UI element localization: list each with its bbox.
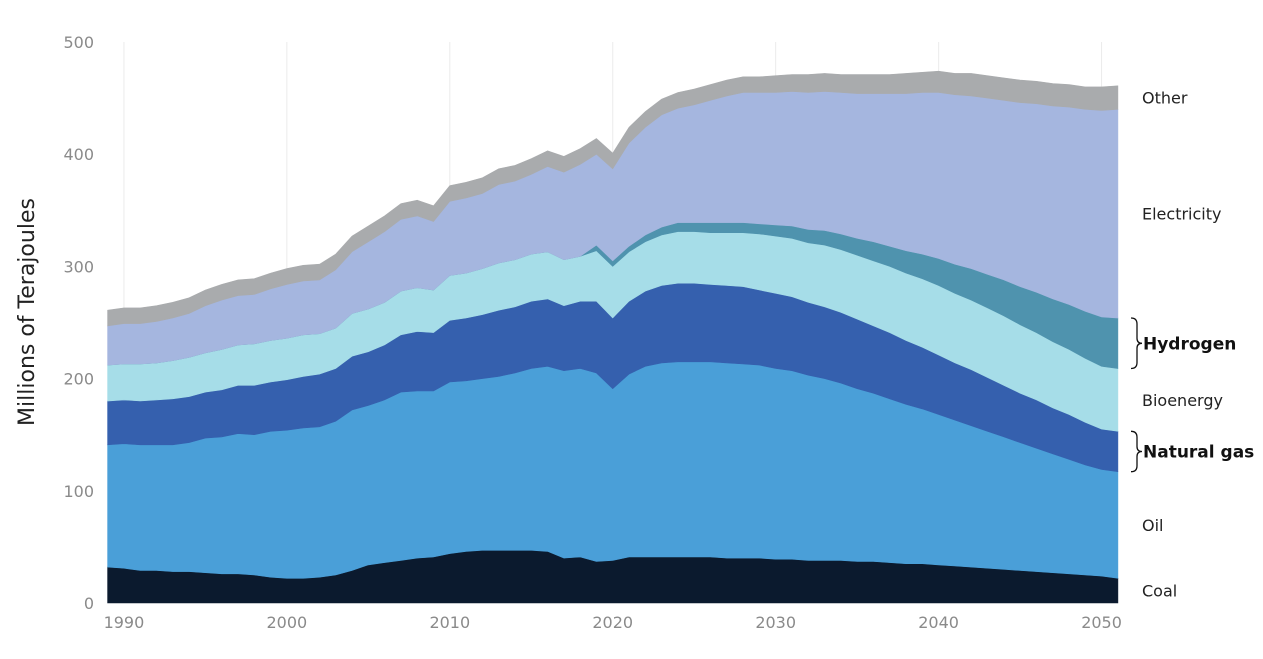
legend-oil: Oil [1142,516,1163,535]
legend-coal: Coal [1142,582,1177,601]
x-tick-2010: 2010 [429,613,470,632]
brace-natural-gas [1130,430,1143,473]
legend-electricity: Electricity [1142,205,1221,224]
legend-other: Other [1142,89,1188,108]
y-tick-200: 200 [63,370,94,389]
y-tick-400: 400 [63,145,94,164]
x-axis-ticks: 1990 2000 2010 2020 2030 2040 2050 [104,613,1122,632]
legend-natural-gas: Natural gas [1143,443,1254,463]
legend: Other Electricity Hydrogen Bioenergy Natural… [1130,89,1254,601]
x-tick-2020: 2020 [592,613,633,632]
y-tick-0: 0 [84,594,94,613]
y-tick-500: 500 [63,33,94,52]
y-axis-label: Millions of Terajoules [15,198,40,426]
x-tick-2000: 2000 [267,613,308,632]
area-other [107,70,1119,327]
y-tick-300: 300 [63,257,94,276]
x-tick-1990: 1990 [104,613,145,632]
y-tick-100: 100 [63,482,94,501]
legend-bioenergy: Bioenergy [1142,391,1223,410]
x-tick-2030: 2030 [755,613,796,632]
stacked-areas [107,70,1119,604]
y-axis-ticks: 0 100 200 300 400 500 [63,33,94,613]
x-tick-2040: 2040 [918,613,959,632]
legend-hydrogen: Hydrogen [1143,334,1236,354]
brace-hydrogen [1130,317,1143,370]
x-tick-2050: 2050 [1081,613,1122,632]
